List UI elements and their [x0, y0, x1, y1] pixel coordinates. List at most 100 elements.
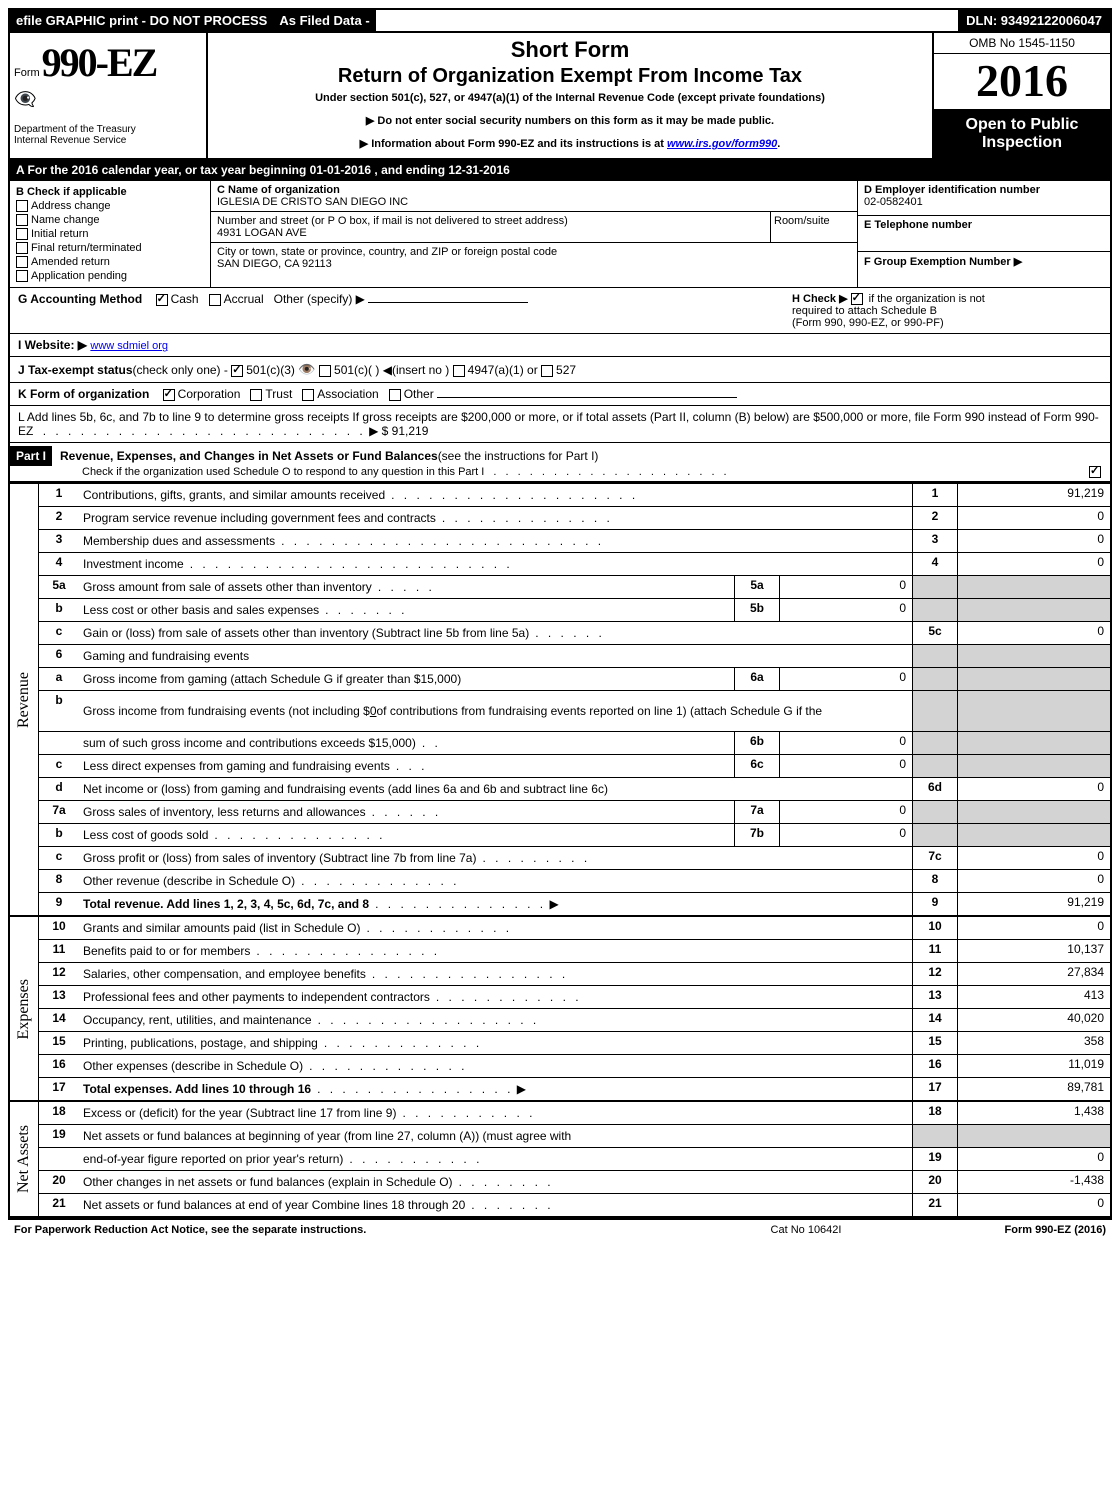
b-label: B Check if applicable	[16, 186, 204, 198]
name-change-label: Name change	[31, 214, 100, 226]
line-16-desc: Other expenses (describe in Schedule O)	[83, 1059, 303, 1073]
checkbox-initial-return[interactable]	[16, 228, 28, 240]
line-11-col: 11	[912, 940, 958, 962]
checkbox-501c[interactable]	[319, 365, 331, 377]
netassets-section: Net Assets 18 Excess or (deficit) for th…	[10, 1100, 1110, 1216]
line-5b-col-shaded	[912, 599, 958, 621]
line-17-num: 17	[39, 1078, 79, 1100]
checkbox-schedule-o[interactable]	[1089, 466, 1101, 478]
under-section-text: Under section 501(c), 527, or 4947(a)(1)…	[216, 92, 924, 104]
line-19-num: 19	[39, 1125, 79, 1147]
part-1-paren: (see the instructions for Part I)	[438, 449, 599, 463]
checkbox-name-change[interactable]	[16, 214, 28, 226]
dept-irs: Internal Revenue Service	[14, 135, 202, 146]
k-corp: Corporation	[178, 387, 241, 401]
part-1-sub-text: Check if the organization used Schedule …	[82, 466, 484, 478]
line-9-col: 9	[912, 893, 958, 915]
line-5b-desc: Less cost or other basis and sales expen…	[83, 603, 319, 617]
line-6b1-val-shaded	[958, 691, 1110, 731]
line-1-num: 1	[39, 484, 79, 506]
line-6d-col: 6d	[912, 778, 958, 800]
line-10-val: 0	[958, 917, 1110, 939]
irs-link[interactable]: www.irs.gov/form990	[667, 138, 777, 150]
line-6c-val-shaded	[958, 755, 1110, 777]
line-1-desc: Contributions, gifts, grants, and simila…	[83, 488, 385, 502]
checkbox-application-pending[interactable]	[16, 270, 28, 282]
line-14-col: 14	[912, 1009, 958, 1031]
checkbox-address-change[interactable]	[16, 200, 28, 212]
line-7c-desc: Gross profit or (loss) from sales of inv…	[83, 851, 476, 865]
line-19-val: 0	[958, 1148, 1110, 1170]
line-14-desc: Occupancy, rent, utilities, and maintena…	[83, 1013, 312, 1027]
checkbox-amended-return[interactable]	[16, 256, 28, 268]
line-7b-sub: 7b	[734, 824, 780, 846]
checkbox-other[interactable]	[389, 389, 401, 401]
line-5c-desc: Gain or (loss) from sale of assets other…	[83, 626, 529, 640]
line-5b: b Less cost or other basis and sales exp…	[39, 599, 1110, 622]
line-10-desc: Grants and similar amounts paid (list in…	[83, 921, 360, 935]
checkbox-cash[interactable]	[156, 294, 168, 306]
side-label-revenue: Revenue	[10, 484, 39, 915]
line-1-val: 91,219	[958, 484, 1110, 506]
open-to-public: Open to Public Inspection	[934, 110, 1110, 158]
line-8-val: 0	[958, 870, 1110, 892]
top-bar: efile GRAPHIC print - DO NOT PROCESS As …	[10, 10, 1110, 33]
checkbox-501c3[interactable]	[231, 365, 243, 377]
line-15-desc: Printing, publications, postage, and shi…	[83, 1036, 318, 1050]
line-8: 8 Other revenue (describe in Schedule O)…	[39, 870, 1110, 893]
checkbox-h[interactable]	[851, 293, 863, 305]
checkbox-trust[interactable]	[250, 389, 262, 401]
line-5b-num: b	[39, 599, 79, 621]
part-1-header: Part I Revenue, Expenses, and Changes in…	[10, 443, 1110, 482]
line-15: 15 Printing, publications, postage, and …	[39, 1032, 1110, 1055]
line-4-desc: Investment income	[83, 557, 184, 571]
line-19-1: 19 Net assets or fund balances at beginn…	[39, 1125, 1110, 1148]
title-heading: Return of Organization Exempt From Incom…	[216, 65, 924, 88]
city-label: City or town, state or province, country…	[217, 246, 851, 258]
checkbox-527[interactable]	[541, 365, 553, 377]
line-5b-subval: 0	[780, 599, 912, 621]
form-word: Form	[14, 67, 40, 79]
line-a-mid: , and ending	[371, 163, 448, 177]
line-16-val: 11,019	[958, 1055, 1110, 1077]
revenue-lines: 1 Contributions, gifts, grants, and simi…	[39, 484, 1110, 915]
line-6c-desc: Less direct expenses from gaming and fun…	[83, 759, 390, 773]
line-17-val: 89,781	[958, 1078, 1110, 1100]
line-21-col: 21	[912, 1194, 958, 1216]
instruction-1: ▶ Do not enter social security numbers o…	[216, 114, 924, 127]
line-12: 12 Salaries, other compensation, and emp…	[39, 963, 1110, 986]
line-6b1-col-shaded	[912, 691, 958, 731]
top-bar-gap	[376, 10, 958, 31]
line-18: 18 Excess or (deficit) for the year (Sub…	[39, 1102, 1110, 1125]
footer: For Paperwork Reduction Act Notice, see …	[8, 1218, 1112, 1240]
side-label-expenses: Expenses	[10, 917, 39, 1100]
line-7a-sub: 7a	[734, 801, 780, 823]
line-j: J Tax-exempt status(check only one) - 50…	[10, 357, 1110, 383]
website-link[interactable]: www sdmiel org	[90, 340, 168, 352]
checkbox-accrual[interactable]	[209, 294, 221, 306]
checkbox-final-return[interactable]	[16, 242, 28, 254]
line-20: 20 Other changes in net assets or fund b…	[39, 1171, 1110, 1194]
line-6: 6 Gaming and fundraising events	[39, 645, 1110, 668]
checkbox-corp[interactable]	[163, 389, 175, 401]
line-6-col-shaded	[912, 645, 958, 667]
street-label: Number and street (or P O box, if mail i…	[217, 215, 764, 227]
line-6d-num: d	[39, 778, 79, 800]
checkbox-assoc[interactable]	[302, 389, 314, 401]
line-14-num: 14	[39, 1009, 79, 1031]
h-text2: required to attach Schedule B	[792, 305, 937, 317]
room-suite: Room/suite	[770, 212, 857, 242]
line-7a-col-shaded	[912, 801, 958, 823]
line-a-pre: A For the 2016 calendar year, or tax yea…	[16, 163, 310, 177]
footer-mid: Cat No 10642I	[706, 1224, 906, 1236]
line-1-col: 1	[912, 484, 958, 506]
line-7b-val-shaded	[958, 824, 1110, 846]
line-6-num: 6	[39, 645, 79, 667]
line-6b2-col-shaded	[912, 732, 958, 754]
checkbox-4947[interactable]	[453, 365, 465, 377]
line-18-num: 18	[39, 1102, 79, 1124]
line-11-val: 10,137	[958, 940, 1110, 962]
line-20-col: 20	[912, 1171, 958, 1193]
line-4-num: 4	[39, 553, 79, 575]
line-10: 10 Grants and similar amounts paid (list…	[39, 917, 1110, 940]
